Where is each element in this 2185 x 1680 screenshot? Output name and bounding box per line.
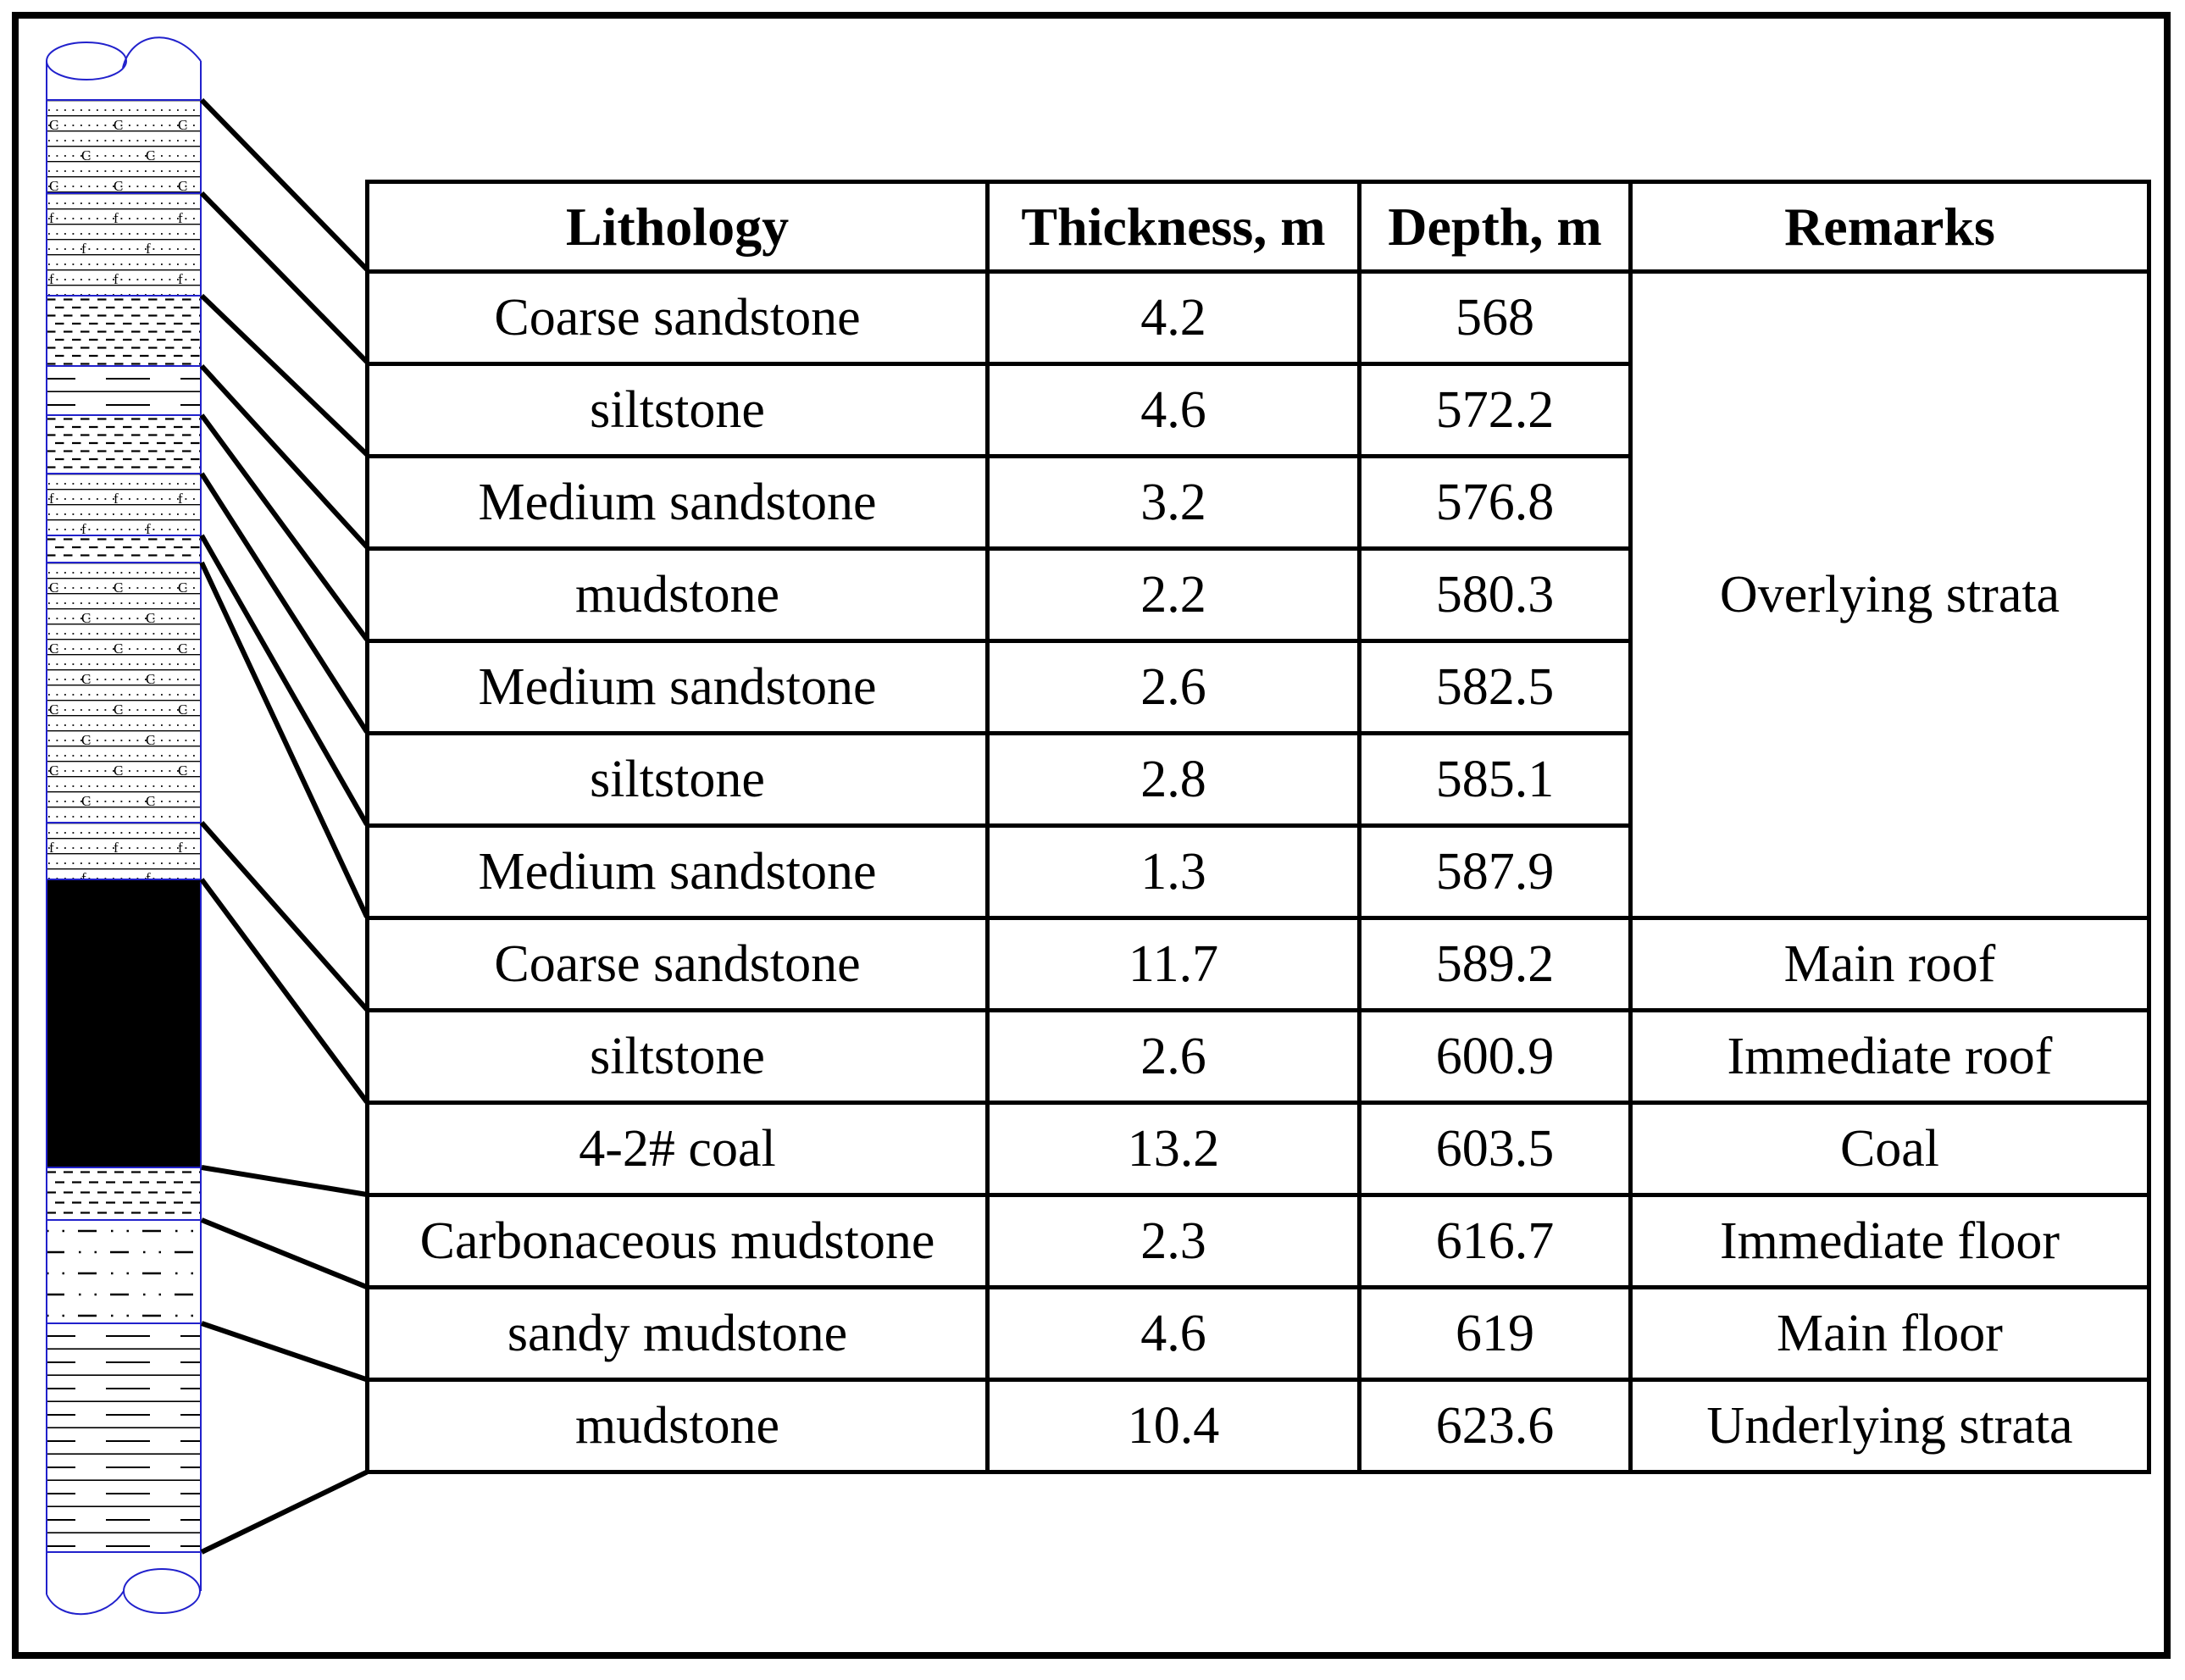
table-row: Medium sandstone 1.3 587.9	[365, 823, 2149, 920]
table-row: mudstone 10.4 623.6 Underlying strata	[365, 1378, 2151, 1474]
stratum-mudstone	[47, 366, 201, 415]
table-row: siltstone 4.6 572.2	[365, 362, 2149, 458]
stratum-coal	[47, 879, 201, 1167]
table-row: Coarse sandstone 4.2 568 Overlying strata	[365, 269, 2151, 920]
remark-cell: Main roof	[1628, 916, 2151, 1012]
lithology-cell: mudstone	[365, 546, 990, 643]
thickness-cell: 4.6	[985, 362, 1361, 458]
thickness-cell: 13.2	[985, 1101, 1361, 1197]
lithology-cell: Medium sandstone	[365, 823, 990, 920]
table-row: Carbonaceous mudstone 2.3 616.7 Immediate f…	[365, 1193, 2151, 1289]
thickness-cell: 4.2	[985, 269, 1361, 366]
header-row: Lithology Thickness, m Depth, m Remarks	[365, 180, 2151, 274]
lithology-cell: 4-2# coal	[365, 1101, 990, 1197]
stratum-mudstone	[47, 1323, 201, 1552]
depth-cell: 572.2	[1357, 362, 1633, 458]
remark-cell: Underlying strata	[1628, 1378, 2151, 1474]
lithology-cell: siltstone	[365, 1008, 990, 1105]
remark-cell: Coal	[1628, 1101, 2151, 1197]
depth-cell: 616.7	[1357, 1193, 1633, 1289]
table-row: sandy mudstone 4.6 619 Main floor	[365, 1285, 2151, 1382]
stratum-siltstone	[47, 823, 201, 879]
remark-cell: Immediate roof	[1628, 1008, 2151, 1105]
table-row: Medium sandstone 2.6 582.5	[365, 639, 2149, 735]
table-row: siltstone 2.6 600.9 Immediate roof	[365, 1008, 2151, 1105]
thickness-cell: 10.4	[985, 1378, 1361, 1474]
depth-cell: 582.5	[1357, 639, 1633, 735]
remark-cell-merged: Overlying strata	[1628, 269, 2151, 920]
connector-line	[201, 1165, 368, 1197]
lithology-cell: mudstone	[365, 1378, 990, 1474]
connector-line	[199, 97, 369, 272]
lithology-cell: siltstone	[365, 731, 990, 828]
connector-line	[201, 1321, 368, 1383]
depth-cell: 568	[1357, 269, 1633, 366]
depth-cell: 580.3	[1357, 546, 1633, 643]
table-row: 4-2# coal 13.2 603.5 Coal	[365, 1101, 2151, 1197]
table-row: Coarse sandstone 11.7 589.2 Main roof	[365, 916, 2151, 1012]
lithology-cell: Coarse sandstone	[365, 916, 990, 1012]
table-row: siltstone 2.8 585.1	[365, 731, 2149, 828]
thickness-cell: 2.2	[985, 546, 1361, 643]
connector-line	[199, 534, 369, 826]
thickness-cell: 3.2	[985, 454, 1361, 551]
depth-cell: 576.8	[1357, 454, 1633, 551]
stratum-medium_sandstone	[47, 296, 201, 366]
stratum-medium_sandstone	[47, 415, 201, 474]
connector-line	[199, 363, 369, 549]
connector-line	[199, 472, 369, 734]
connector-line	[199, 293, 369, 457]
depth-cell: 623.6	[1357, 1378, 1633, 1474]
thickness-cell: 2.8	[985, 731, 1361, 828]
strata-table: Lithology Thickness, m Depth, m Remarks …	[365, 180, 2151, 1474]
stratum-carbonaceous_mudstone	[47, 1167, 201, 1220]
thickness-cell: 1.3	[985, 823, 1361, 920]
thickness-cell: 2.3	[985, 1193, 1361, 1289]
lithology-cell: sandy mudstone	[365, 1285, 990, 1382]
lithology-cell: Medium sandstone	[365, 454, 990, 551]
thickness-cell: 11.7	[985, 916, 1361, 1012]
depth-cell: 587.9	[1357, 823, 1633, 920]
table-row: mudstone 2.2 580.3	[365, 546, 2149, 643]
header-depth: Depth, m	[1357, 180, 1633, 274]
thickness-cell: 4.6	[985, 1285, 1361, 1382]
stratum-siltstone	[47, 474, 201, 535]
stratum-medium_sandstone	[47, 535, 201, 563]
header-thickness: Thickness, m	[985, 180, 1361, 274]
thickness-cell: 2.6	[985, 1008, 1361, 1105]
stratum-siltstone	[47, 193, 201, 296]
lithology-cell: siltstone	[365, 362, 990, 458]
thickness-cell: 2.6	[985, 639, 1361, 735]
remark-cell: Immediate floor	[1628, 1193, 2151, 1289]
connector-line	[199, 821, 369, 1012]
figure-frame	[12, 12, 2171, 1659]
lithology-cell: Coarse sandstone	[365, 269, 990, 366]
connector-line	[199, 413, 369, 641]
lithology-cell: Medium sandstone	[365, 639, 990, 735]
depth-cell: 589.2	[1357, 916, 1633, 1012]
remark-cell: Main floor	[1628, 1285, 2151, 1382]
header-lithology: Lithology	[365, 180, 990, 274]
depth-cell: 600.9	[1357, 1008, 1633, 1105]
connector-line	[200, 1217, 369, 1289]
stratum-sandy_mudstone	[47, 1220, 201, 1323]
connector-line	[200, 1469, 369, 1555]
connector-line	[199, 191, 369, 364]
depth-cell: 619	[1357, 1285, 1633, 1382]
stratum-coarse_sandstone	[47, 563, 201, 823]
depth-cell: 603.5	[1357, 1101, 1633, 1197]
header-remarks: Remarks	[1628, 180, 2151, 274]
lithology-cell: Carbonaceous mudstone	[365, 1193, 990, 1289]
depth-cell: 585.1	[1357, 731, 1633, 828]
connector-line	[199, 561, 369, 918]
connector-line	[199, 878, 369, 1104]
stratum-coarse_sandstone	[47, 100, 201, 193]
table-row: Medium sandstone 3.2 576.8	[365, 454, 2149, 551]
